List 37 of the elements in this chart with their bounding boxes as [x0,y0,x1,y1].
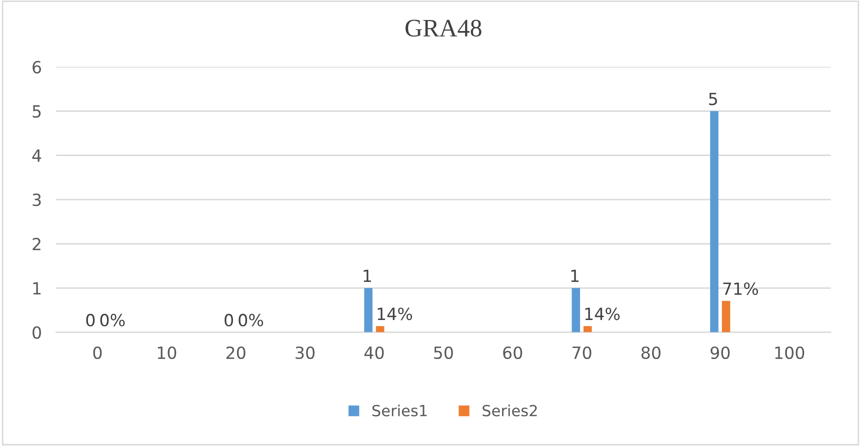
bar [572,288,580,332]
x-tick-label: 100 [775,346,804,360]
data-label: 1 [571,270,579,282]
bar [722,300,730,332]
x-tick-label: 50 [434,346,453,360]
y-tick-label: 3 [32,194,41,206]
data-label: 1 [364,270,371,282]
x-tick-label: 70 [572,346,592,360]
x-tick-label: 0 [93,346,102,360]
y-tick-label: 4 [32,150,42,162]
bar [364,288,372,332]
data-label: 14% [585,308,620,320]
data-label: 0 [86,314,95,326]
x-tick-label: 80 [642,346,660,360]
y-tick-label: 0 [32,326,41,339]
x-tick-label: 90 [710,346,730,360]
data-label: 0% [238,314,264,326]
y-tick-label: 2 [32,238,40,250]
data-label: 0 [224,314,234,326]
data-label: 14% [378,308,412,320]
y-tick-label: 5 [32,105,41,118]
x-tick-label: 10 [158,346,176,360]
x-tick-label: 60 [503,346,522,360]
x-tick-label: 20 [226,346,246,360]
legend-label: Series1 [372,404,427,416]
legend-label: Series2 [482,404,537,416]
chart-title: GRA48 [406,20,482,37]
y-tick-label: 6 [32,60,42,74]
data-label: 71% [723,282,758,295]
bar [376,326,384,332]
bar [584,326,592,332]
x-tick-label: 40 [364,346,384,360]
data-label: 5 [709,92,717,106]
x-tick-label: 30 [296,346,315,360]
bar [710,111,718,332]
data-label: 0% [100,314,125,326]
y-tick-label: 1 [33,282,41,294]
